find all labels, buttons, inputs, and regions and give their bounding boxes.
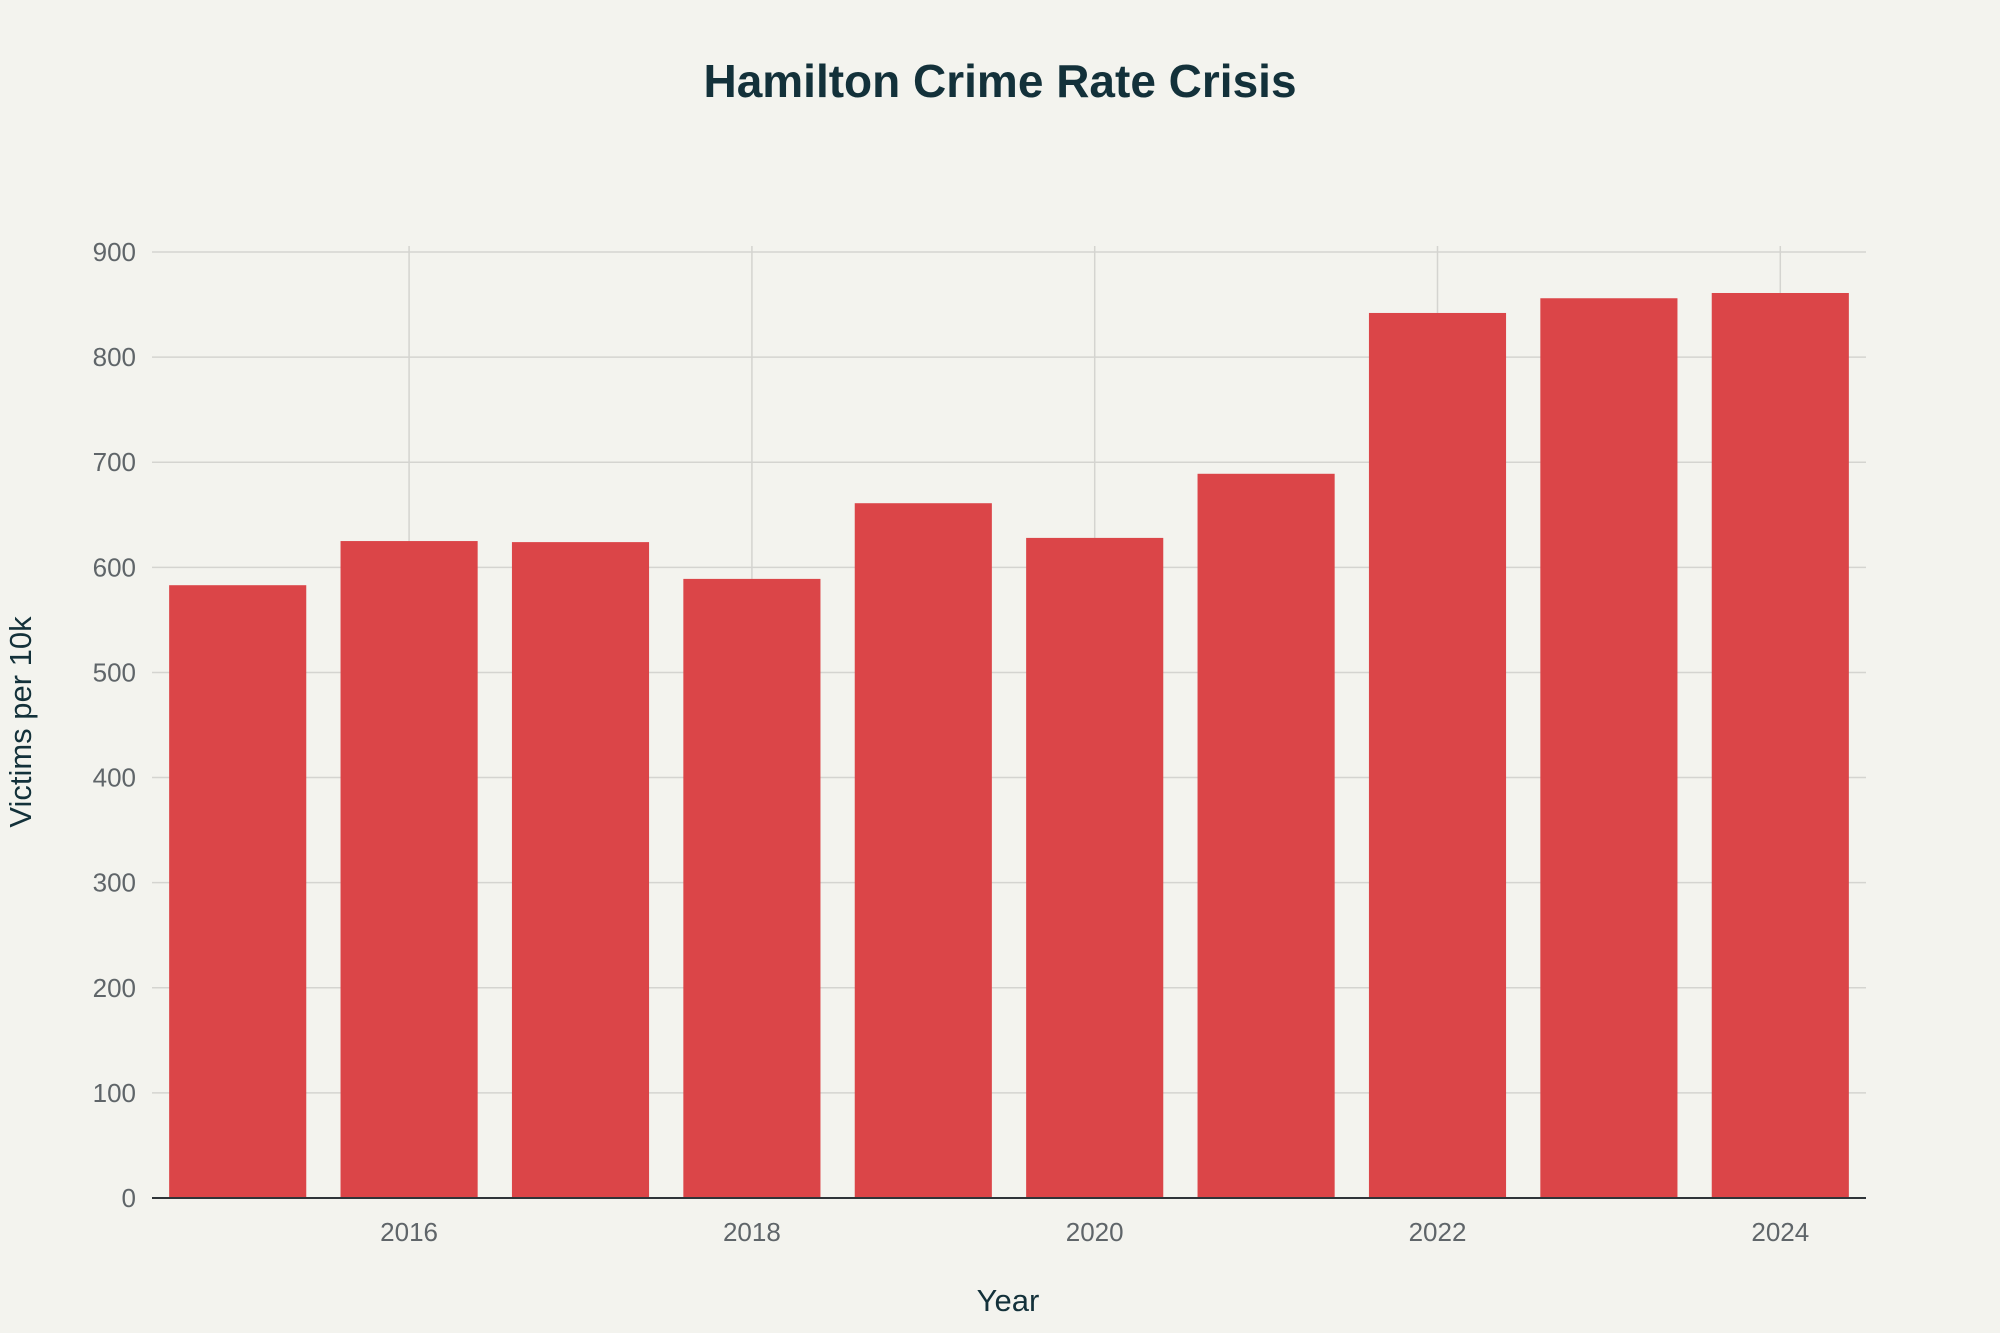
x-tick-label: 2022 [1409, 1217, 1467, 1247]
y-axis-title: Victims per 10k [3, 616, 38, 828]
bar [1197, 473, 1335, 1199]
x-tick-label: 2018 [723, 1217, 781, 1247]
x-tick-label: 2020 [1066, 1217, 1124, 1247]
y-tick-label: 600 [93, 552, 136, 582]
bars [169, 292, 1849, 1199]
bar [1026, 537, 1164, 1198]
bar [1540, 298, 1678, 1198]
x-axis-title: Year [977, 1283, 1040, 1318]
bar [1711, 292, 1849, 1198]
bar [511, 542, 650, 1198]
x-tick-labels: 2016 2018 2020 2022 2024 [380, 1217, 1809, 1247]
y-tick-label: 0 [122, 1183, 136, 1213]
bar [340, 541, 478, 1198]
bar [683, 578, 821, 1198]
bar [1368, 312, 1507, 1198]
y-tick-label: 900 [93, 237, 136, 267]
y-tick-label: 700 [93, 447, 136, 477]
bar [854, 503, 992, 1198]
y-tick-label: 200 [93, 973, 136, 1003]
y-tick-label: 800 [93, 342, 136, 372]
x-tick-label: 2016 [380, 1217, 438, 1247]
x-tick-label: 2024 [1751, 1217, 1809, 1247]
y-tick-label: 500 [93, 657, 136, 687]
y-tick-label: 400 [93, 763, 136, 793]
chart-title: Hamilton Crime Rate Crisis [703, 55, 1296, 107]
y-tick-label: 300 [93, 868, 136, 898]
y-tick-labels: 0 100 200 300 400 500 600 700 800 900 [93, 237, 136, 1213]
bar [169, 585, 307, 1198]
y-tick-label: 100 [93, 1078, 136, 1108]
